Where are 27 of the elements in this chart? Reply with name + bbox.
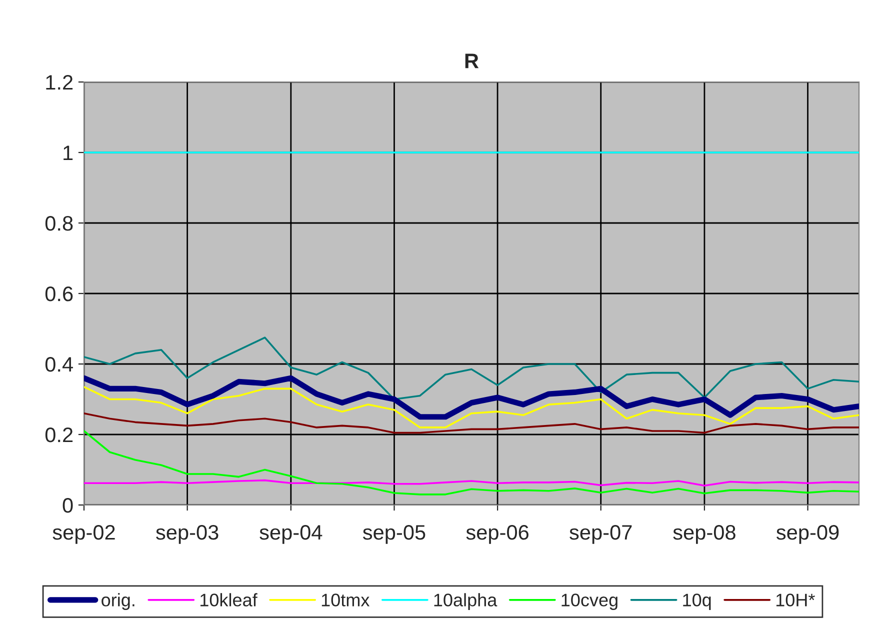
legend-label: orig. — [102, 593, 134, 610]
x-tick-label: sep-07 — [570, 524, 632, 544]
legend-label: 10alpha — [434, 593, 498, 610]
x-tick-label: sep-06 — [466, 524, 528, 544]
legend-label: 10cveg — [562, 594, 618, 610]
y-tick-label: 0 — [62, 498, 73, 513]
x-tick-label: sep-03 — [156, 524, 218, 544]
x-tick-label: sep-02 — [52, 524, 115, 544]
line-series — [84, 412, 859, 434]
x-tick-label: sep-05 — [362, 524, 426, 544]
y-tick-label: 0.6 — [45, 286, 73, 302]
y-tick-label: 1.2 — [46, 75, 73, 90]
legend-label: 10q — [683, 594, 711, 610]
y-tick-label: 0.8 — [45, 216, 73, 231]
y-tick-label: 1 — [64, 146, 73, 160]
x-tick-label: sep-04 — [260, 524, 322, 544]
x-tick-label: sep-09 — [776, 524, 839, 544]
y-tick-label: 0.4 — [45, 357, 73, 372]
x-tick-label: sep-08 — [673, 524, 736, 544]
legend-label: 10H* — [776, 594, 815, 606]
line-series — [84, 386, 859, 428]
line-series — [84, 430, 859, 496]
chart-title: R — [465, 54, 479, 68]
y-tick-label: 0.2 — [45, 428, 73, 442]
line-series — [84, 336, 859, 400]
legend-label: 10kleaf — [200, 593, 258, 606]
legend-label: 10tmx — [322, 594, 370, 606]
